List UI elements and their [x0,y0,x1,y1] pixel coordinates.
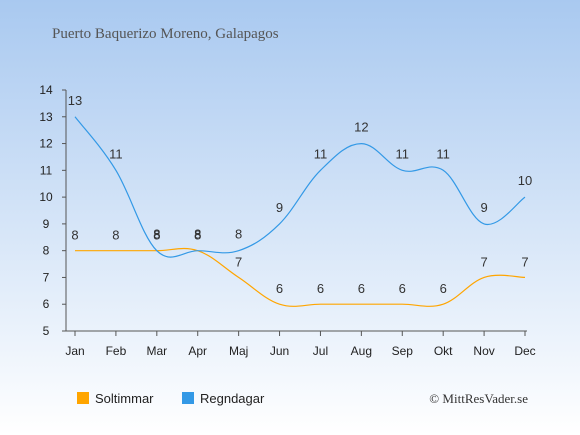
credit-text: © MittResVader.se [429,391,528,406]
x-tick-label: Mar [146,344,167,358]
data-label: 8 [153,228,160,243]
x-tick-label: Aug [351,344,372,358]
y-tick-label: 9 [43,217,50,231]
x-tick-label: Jul [313,344,328,358]
data-label: 6 [317,281,324,296]
data-label: 9 [480,200,487,215]
data-label: 8 [112,228,119,243]
x-tick-label: Nov [473,344,494,358]
data-label: 11 [436,146,450,161]
x-tick-label: Feb [106,344,127,358]
y-tick-label: 10 [39,190,53,204]
y-tick-label: 11 [40,163,53,177]
legend-label-regndagar: Regndagar [200,391,265,406]
y-tick-label: 6 [43,297,50,311]
series-line-soltimmar [74,247,526,307]
series-line-regndagar [74,116,526,258]
data-label: 12 [354,120,368,135]
legend-swatch-soltimmar [77,392,89,404]
x-tick-label: Apr [188,344,207,358]
data-label: 11 [396,146,410,161]
y-tick-label: 7 [43,270,50,284]
y-tick-label: 14 [39,83,53,97]
x-tick-label: Dec [514,344,535,358]
data-label: 10 [518,173,532,188]
data-label: 6 [358,281,365,296]
data-label: 6 [399,281,406,296]
y-tick-label: 8 [43,244,50,258]
data-label: 8 [71,228,78,243]
data-label: 8 [235,227,242,242]
data-label: 7 [480,254,487,269]
x-tick-label: Jan [65,344,84,358]
data-label: 8 [194,227,201,242]
legend-swatch-regndagar [182,392,194,404]
x-tick-label: Jun [270,344,289,358]
data-label: 6 [440,281,447,296]
data-label: 13 [68,93,82,108]
y-tick-label: 13 [39,110,53,124]
x-tick-label: Sep [392,344,414,358]
data-label: 9 [276,200,283,215]
y-tick-label: 5 [43,324,50,338]
y-tick-label: 12 [39,137,53,151]
data-label: 8 [153,227,160,242]
chart-title: Puerto Baquerizo Moreno, Galapagos [52,26,279,42]
data-label: 6 [276,281,283,296]
data-label: 11 [109,146,123,161]
data-label: 8 [194,228,201,243]
data-label: 7 [521,254,528,269]
x-tick-label: Maj [229,344,248,358]
x-tick-label: Okt [434,344,453,358]
legend-label-soltimmar: Soltimmar [95,391,154,406]
data-label: 11 [314,146,328,161]
data-label: 7 [235,254,242,269]
